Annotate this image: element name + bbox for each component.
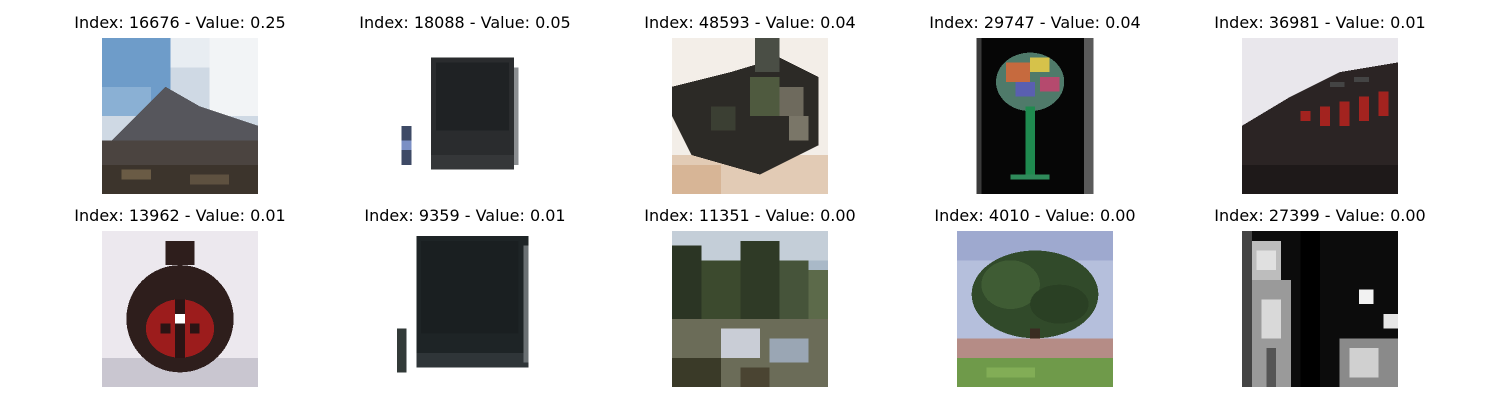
thumbnail-mountain-landscape (102, 38, 258, 194)
image-caption: Index: 27399 - Value: 0.00 (1214, 206, 1426, 225)
image-caption: Index: 18088 - Value: 0.05 (359, 13, 571, 32)
thumbnail-camouflaged-object (672, 38, 828, 194)
image-tile-6: Index: 13962 - Value: 0.01 (40, 205, 320, 395)
thumbnail-tree-in-field (957, 231, 1113, 387)
image-tile-4: Index: 29747 - Value: 0.04 (895, 12, 1175, 202)
thumbnail-crt-television (387, 38, 543, 194)
image-caption: Index: 36981 - Value: 0.01 (1214, 13, 1426, 32)
image-tile-10: Index: 27399 - Value: 0.00 (1180, 205, 1460, 395)
thumbnail-lake-with-trees (672, 231, 828, 387)
image-caption: Index: 16676 - Value: 0.25 (74, 13, 286, 32)
image-caption: Index: 48593 - Value: 0.04 (644, 13, 856, 32)
thumbnail-ladybug-toy (102, 231, 258, 387)
image-caption: Index: 11351 - Value: 0.00 (644, 206, 856, 225)
image-caption: Index: 13962 - Value: 0.01 (74, 206, 286, 225)
image-tile-7: Index: 9359 - Value: 0.01 (325, 205, 605, 395)
image-tile-2: Index: 18088 - Value: 0.05 (325, 12, 605, 202)
image-tile-1: Index: 16676 - Value: 0.25 (40, 12, 320, 202)
thumbnail-digital-clock (1242, 38, 1398, 194)
image-tile-3: Index: 48593 - Value: 0.04 (610, 12, 890, 202)
thumbnail-glass-on-dark (957, 38, 1113, 194)
image-tile-5: Index: 36981 - Value: 0.01 (1180, 12, 1460, 202)
image-tile-9: Index: 4010 - Value: 0.00 (895, 205, 1175, 395)
image-caption: Index: 9359 - Value: 0.01 (364, 206, 566, 225)
image-caption: Index: 4010 - Value: 0.00 (934, 206, 1136, 225)
image-caption: Index: 29747 - Value: 0.04 (929, 13, 1141, 32)
thumbnail-grayscale-people (1242, 231, 1398, 387)
image-tile-8: Index: 11351 - Value: 0.00 (610, 205, 890, 395)
thumbnail-crt-television (387, 231, 543, 387)
